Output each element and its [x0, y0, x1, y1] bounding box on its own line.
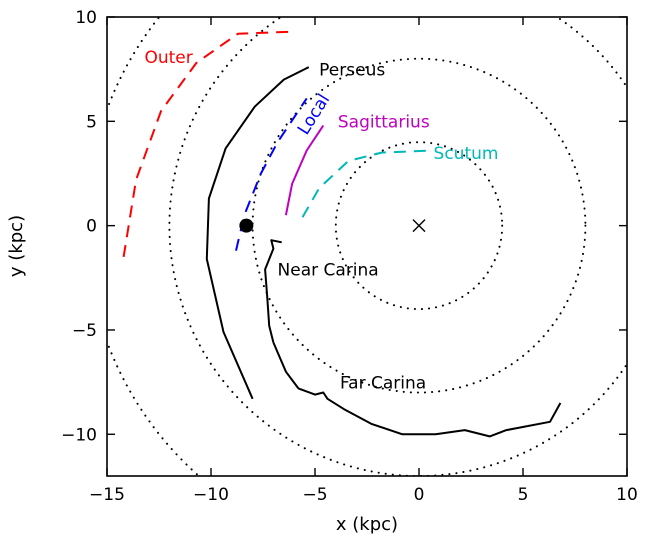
series-label-near-carina: Near Carina	[278, 261, 379, 281]
x-tick-label: −5	[302, 485, 327, 505]
series-line-outer	[122, 30, 295, 258]
y-axis-title: y (kpc)	[6, 215, 27, 277]
x-tick-label: −15	[89, 485, 125, 505]
reference-circles	[107, 17, 627, 476]
markers-layer	[239, 218, 426, 233]
y-tick-label: −10	[61, 425, 97, 445]
x-tick-label: 0	[414, 485, 425, 505]
sun-marker	[239, 218, 254, 233]
plot-frame	[106, 16, 628, 477]
reference-circle-4kpc	[334, 141, 504, 311]
series-label-sagittarius: Sagittarius	[338, 113, 430, 133]
y-tick-label: 0	[86, 217, 97, 237]
x-axis-title: x (kpc)	[336, 514, 398, 535]
axis-ticks: −15 −10 −5 0 5 10 −10 −5 0 5 10	[61, 8, 638, 505]
series-label-perseus: Perseus	[319, 60, 385, 80]
series-line-sagittarius	[284, 124, 325, 216]
x-tick-label: 10	[616, 485, 638, 505]
series-line-perseus	[205, 66, 310, 400]
series-label-outer: Outer	[144, 48, 192, 68]
galactic-center-marker	[412, 219, 426, 233]
series-line-scutum	[301, 149, 432, 218]
y-tick-label: 10	[75, 8, 97, 28]
reference-circle-8kpc	[251, 57, 587, 394]
series-layer	[122, 30, 562, 438]
series-line-far-carina	[272, 342, 562, 438]
series-label-far-carina: Far Carina	[340, 373, 426, 393]
y-tick-label: 5	[86, 112, 97, 132]
series-label-scutum: Scutum	[434, 144, 499, 164]
x-tick-label: −10	[193, 485, 229, 505]
series-line-near-carina	[264, 239, 282, 343]
y-tick-label: −5	[72, 321, 97, 341]
x-tick-label: 5	[518, 485, 529, 505]
